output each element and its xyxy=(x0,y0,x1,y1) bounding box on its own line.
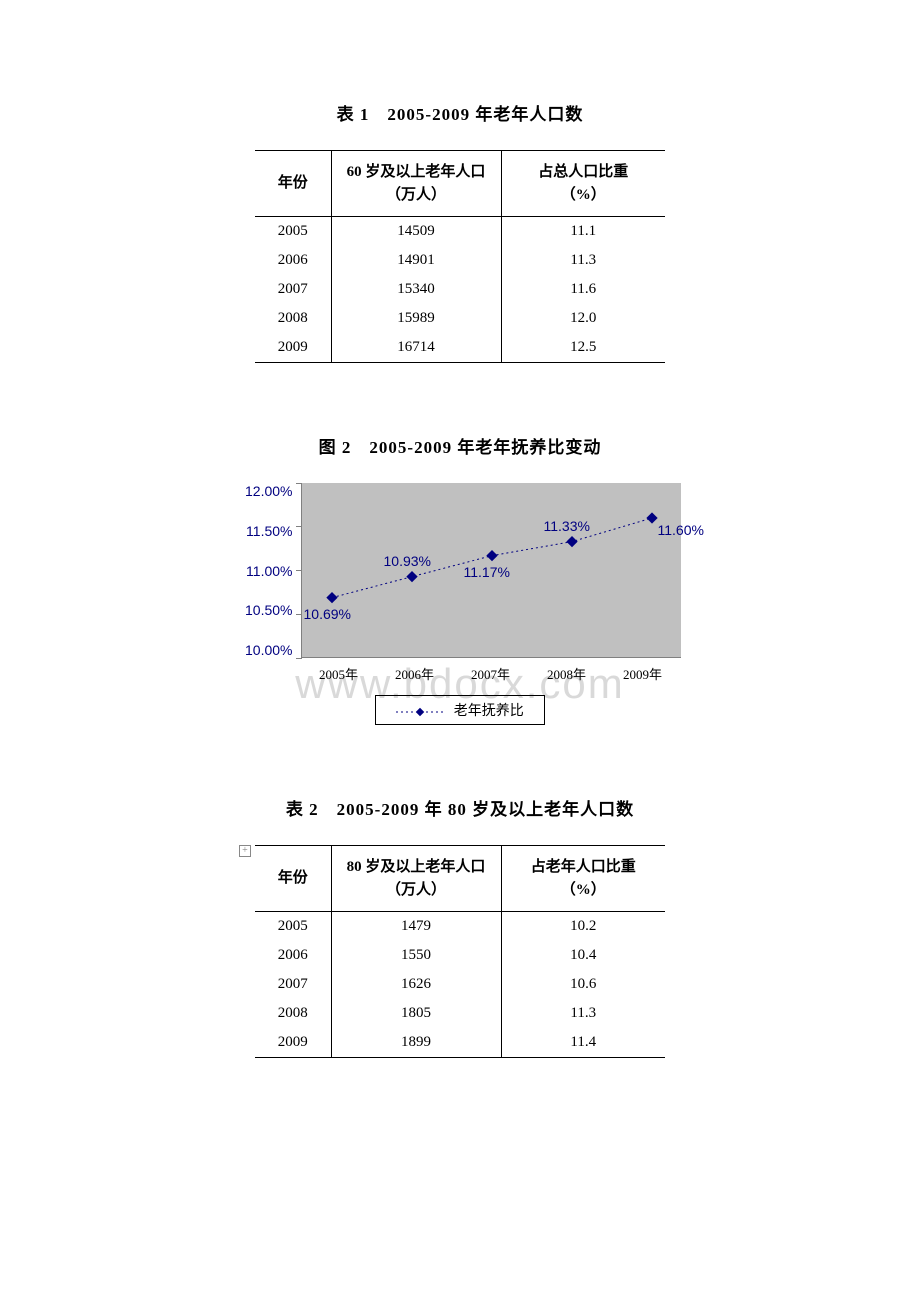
table2-h2: 占老年人口比重 （%） xyxy=(501,846,665,912)
table-cell: 2007 xyxy=(255,970,331,999)
table-cell: 1805 xyxy=(331,999,501,1028)
table-row: 20061490111.3 xyxy=(255,246,665,275)
table-cell: 14509 xyxy=(331,217,501,247)
table-row: 2007162610.6 xyxy=(255,970,665,999)
table2: 年份 80 岁及以上老年人口 （万人） 占老年人口比重 （%） 20051479… xyxy=(255,845,665,1058)
chart-data-label: 10.93% xyxy=(384,553,431,569)
table-cell: 1626 xyxy=(331,970,501,999)
table1-h2: 占总人口比重 （%） xyxy=(501,151,665,217)
table-cell: 2008 xyxy=(255,304,331,333)
table-cell: 1899 xyxy=(331,1028,501,1058)
table-header-row: 年份 80 岁及以上老年人口 （万人） 占老年人口比重 （%） xyxy=(255,846,665,912)
table-cell: 15989 xyxy=(331,304,501,333)
table-cell: 14901 xyxy=(331,246,501,275)
y-tick-label: 11.00% xyxy=(233,563,293,579)
chart-x-axis: 2005年 2006年 2007年 2008年 2009年 xyxy=(301,658,681,683)
table2-h1: 80 岁及以上老年人口 （万人） xyxy=(331,846,501,912)
table-row: 20071534011.6 xyxy=(255,275,665,304)
chart-data-label: 11.33% xyxy=(544,518,590,534)
table-header-row: 年份 60 岁及以上老年人口 （万人） 占总人口比重 （%） xyxy=(255,151,665,217)
table-cell: 11.1 xyxy=(501,217,665,247)
x-tick-label: 2008年 xyxy=(547,664,586,683)
table1: 年份 60 岁及以上老年人口 （万人） 占总人口比重 （%） 200514509… xyxy=(255,150,665,363)
table-cell: 11.3 xyxy=(501,246,665,275)
table-cell: 11.6 xyxy=(501,275,665,304)
table-row: 20081598912.0 xyxy=(255,304,665,333)
chart-legend: 老年抚养比 xyxy=(375,695,545,725)
legend-label: 老年抚养比 xyxy=(454,704,524,719)
table-row: 2006155010.4 xyxy=(255,941,665,970)
table-cell: 2008 xyxy=(255,999,331,1028)
x-tick-label: 2005年 xyxy=(319,664,358,683)
table1-title: 表 1 2005-2009 年老年人口数 xyxy=(155,100,765,125)
table-row: 2009189911.4 xyxy=(255,1028,665,1058)
chart-y-axis: 12.00% 11.50% 11.00% 10.50% 10.00% xyxy=(233,483,301,658)
table-row: 2005147910.2 xyxy=(255,912,665,942)
table-cell: 10.4 xyxy=(501,941,665,970)
table-cell: 2009 xyxy=(255,1028,331,1058)
table-cell: 2005 xyxy=(255,912,331,942)
y-tick-label: 12.00% xyxy=(233,483,293,499)
table-cell: 12.0 xyxy=(501,304,665,333)
table2-h0: 年份 xyxy=(255,846,331,912)
table1-h1: 60 岁及以上老年人口 （万人） xyxy=(331,151,501,217)
chart-data-label: 11.60% xyxy=(658,522,704,538)
table-row: 20051450911.1 xyxy=(255,217,665,247)
table-cell: 10.6 xyxy=(501,970,665,999)
x-tick-label: 2009年 xyxy=(623,664,662,683)
table-cell: 2007 xyxy=(255,275,331,304)
y-tick-label: 10.00% xyxy=(233,642,293,658)
chart-plot-area: 10.69%10.93%11.17%11.33%11.60% xyxy=(301,483,681,658)
y-tick-label: 10.50% xyxy=(233,602,293,618)
chart-title: 图 2 2005-2009 年老年抚养比变动 xyxy=(233,433,688,458)
table-cell: 1479 xyxy=(331,912,501,942)
table-anchor-icon: + xyxy=(239,845,251,857)
table2-title: 表 2 2005-2009 年 80 岁及以上老年人口数 xyxy=(155,795,765,820)
table-cell: 15340 xyxy=(331,275,501,304)
table-cell: 11.4 xyxy=(501,1028,665,1058)
table-cell: 1550 xyxy=(331,941,501,970)
chart-data-label: 10.69% xyxy=(304,606,351,622)
table1-h0: 年份 xyxy=(255,151,331,217)
table-cell: 12.5 xyxy=(501,333,665,363)
x-tick-label: 2006年 xyxy=(395,664,434,683)
table-cell: 2006 xyxy=(255,941,331,970)
table-cell: 11.3 xyxy=(501,999,665,1028)
table-cell: 16714 xyxy=(331,333,501,363)
chart-data-label: 11.17% xyxy=(464,564,510,580)
table-cell: 10.2 xyxy=(501,912,665,942)
table-cell: 2006 xyxy=(255,246,331,275)
chart-figure: 图 2 2005-2009 年老年抚养比变动 12.00% 11.50% 11.00… xyxy=(233,433,688,725)
x-tick-label: 2007年 xyxy=(471,664,510,683)
table-row: 20091671412.5 xyxy=(255,333,665,363)
legend-marker xyxy=(396,706,444,718)
table-cell: 2005 xyxy=(255,217,331,247)
table-row: 2008180511.3 xyxy=(255,999,665,1028)
table-cell: 2009 xyxy=(255,333,331,363)
y-tick-label: 11.50% xyxy=(233,523,293,539)
